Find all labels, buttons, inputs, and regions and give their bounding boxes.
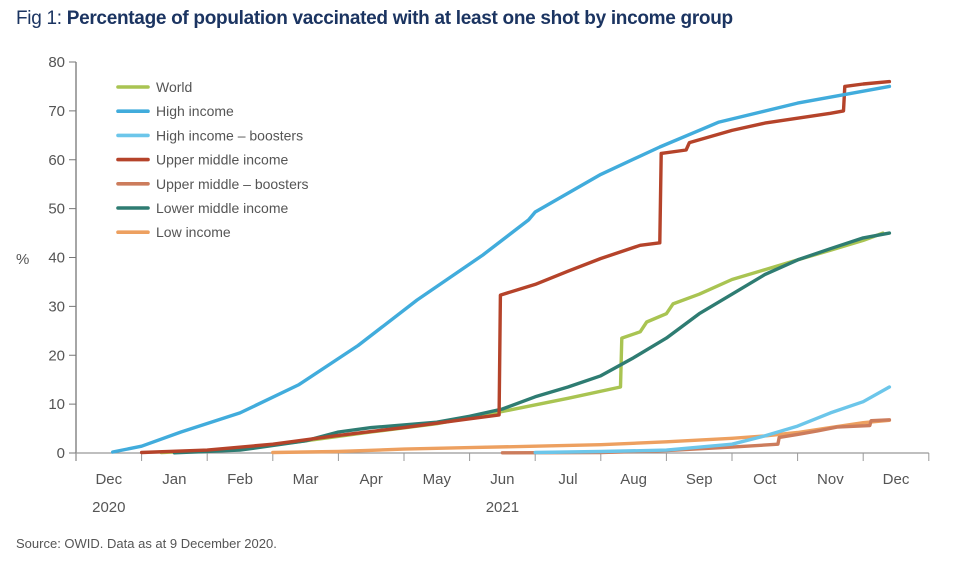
x-axis: Dec Jan Feb Mar Apr May Jun Jul Aug Sep Oct Nov Dec 2… [75,452,930,516]
y-tick-label: 80 [48,54,65,71]
series-line-high-income-boosters [533,385,892,455]
y-tick-label: 70 [48,103,65,120]
y-tick-label: 40 [48,250,65,267]
legend: World High income High income – boosters Up… [116,79,309,240]
series-lines [111,79,892,455]
series-line-upper-middle-income [139,79,892,455]
y-tick-label: 10 [48,396,65,413]
x-tick-label: Feb [227,471,253,488]
y-tick-label: 0 [57,445,65,462]
x-tick-label: May [423,471,452,488]
chart-title: Fig 1: Percentage of population vaccinat… [16,8,733,30]
legend-label: High income – boosters [156,127,303,143]
x-tick-label: Oct [753,471,777,488]
y-tick-label: 30 [48,298,65,315]
series-line-lower-middle-income [172,231,892,455]
x-tick-label: Jul [558,471,577,488]
source-note: Source: OWID. Data as at 9 December 2020… [16,536,277,551]
figure-number: Fig 1: [16,8,67,29]
legend-item: Low income [116,224,231,240]
x-tick-label: Apr [360,471,383,488]
chart-title-text: Percentage of population vaccinated with… [66,8,733,29]
y-tick-label: 60 [48,152,65,169]
legend-item: Lower middle income [116,200,288,216]
x-tick-label: Aug [620,471,647,488]
legend-item: High income [116,103,234,119]
x-tick-label: Mar [293,471,319,488]
legend-label: Lower middle income [156,200,288,216]
year-label: 2021 [486,499,519,516]
legend-item: Upper middle income [116,152,288,168]
y-tick-label: 20 [48,347,65,364]
legend-label: Low income [156,224,231,240]
year-label: 2020 [92,499,125,516]
y-tick-label: 50 [48,201,65,218]
legend-label: World [156,79,192,95]
y-axis-label: % [16,251,29,268]
x-tick-label: Sep [686,471,713,488]
x-tick-label: Nov [817,471,844,488]
series-line-high-income [111,84,892,454]
legend-item: High income – boosters [116,127,303,143]
x-tick-label: Jun [490,471,514,488]
legend-label: High income [156,103,234,119]
legend-label: Upper middle – boosters [156,176,309,192]
series-line-world [159,231,885,455]
x-tick-label: Dec [95,471,122,488]
legend-label: Upper middle income [156,152,288,168]
legend-item: World [116,79,192,95]
x-tick-label: Dec [883,471,910,488]
x-tick-label: Jan [162,471,186,488]
y-axis: 0 10 20 30 40 50 60 70 80 [48,54,77,462]
legend-item: Upper middle – boosters [116,176,309,192]
